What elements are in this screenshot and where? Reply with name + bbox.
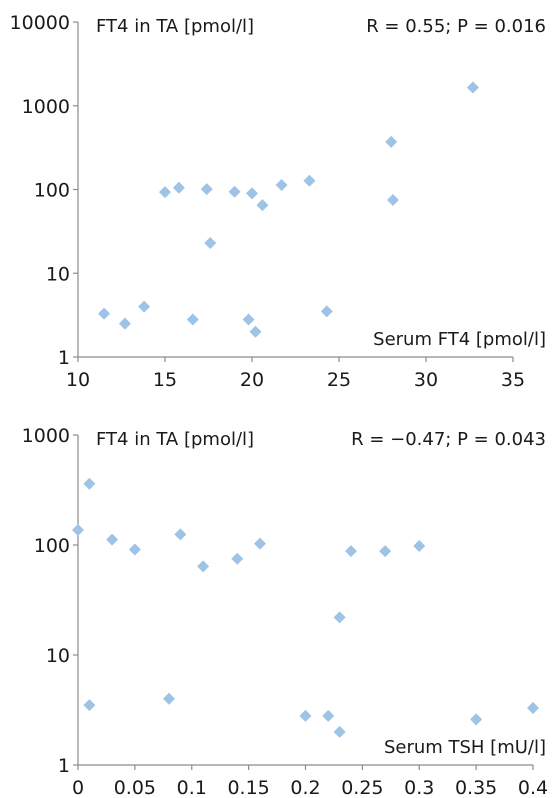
data-point-marker	[72, 523, 84, 536]
correlation-annotation: R = 0.55; P = 0.016	[366, 16, 546, 37]
y-tick-label: 1000	[22, 425, 70, 447]
x-tick-label: 0.2	[290, 777, 320, 798]
data-point-marker	[231, 552, 244, 565]
data-point-marker	[275, 179, 288, 192]
data-point-marker	[118, 317, 131, 330]
data-point-marker	[299, 709, 312, 722]
data-point-marker	[172, 181, 185, 194]
x-tick-label: 0.3	[404, 777, 434, 798]
x-tick-label: 0.25	[341, 777, 383, 798]
x-tick-label: 0.35	[455, 777, 497, 798]
x-tick-label: 0.4	[518, 777, 548, 798]
data-point-marker	[466, 81, 479, 94]
data-point-marker	[242, 313, 255, 326]
y-tick-label: 100	[34, 180, 70, 202]
data-point-marker	[470, 713, 483, 726]
x-tick-label: 0	[72, 777, 84, 798]
data-point-marker	[303, 174, 316, 187]
y-tick-label: 100	[34, 535, 70, 557]
data-point-marker	[138, 300, 151, 313]
y-axis-label: FT4 in TA [pmol/l]	[96, 16, 254, 37]
data-point-marker	[174, 528, 187, 541]
x-axis-label: Serum FT4 [pmol/l]	[373, 329, 546, 350]
data-point-marker	[322, 709, 335, 722]
data-point-marker	[386, 193, 399, 206]
x-tick-label: 15	[153, 369, 177, 391]
data-point-marker	[413, 539, 426, 552]
x-tick-label: 25	[327, 369, 351, 391]
data-point-marker	[333, 611, 346, 624]
x-tick-label: 35	[501, 369, 525, 391]
y-tick-label: 1	[58, 755, 70, 777]
data-point-marker	[197, 560, 210, 573]
data-point-marker	[200, 183, 213, 196]
data-point-marker	[106, 533, 119, 546]
data-point-marker	[385, 135, 398, 148]
x-tick-label: 0.15	[227, 777, 269, 798]
x-tick-label: 30	[414, 369, 438, 391]
data-point-marker	[527, 701, 539, 714]
data-point-marker	[159, 186, 171, 199]
y-tick-label: 10000	[10, 12, 70, 34]
y-tick-label: 1	[58, 347, 70, 369]
data-point-marker	[83, 477, 96, 490]
data-point-marker	[83, 699, 96, 712]
data-point-marker	[345, 545, 357, 558]
data-point-marker	[163, 692, 175, 705]
y-tick-label: 10	[46, 263, 70, 285]
x-tick-label: 20	[240, 369, 264, 391]
data-point-marker	[320, 305, 333, 318]
data-point-marker	[128, 543, 141, 556]
data-point-marker	[204, 236, 217, 249]
data-point-marker	[98, 307, 111, 320]
data-point-marker	[256, 199, 269, 212]
x-tick-label: 0.05	[114, 777, 156, 798]
x-axis-label: Serum TSH [mU/l]	[384, 737, 546, 758]
chart-serum-tsh: 1 10 100 1000 0 0.05 0.1 0.15 0.2 0.25 0.3 0.35 0.4 F…	[22, 425, 548, 798]
data-point-marker	[228, 185, 241, 198]
data-point-marker	[249, 325, 262, 338]
y-tick-label: 1000	[22, 96, 70, 118]
data-point-marker	[254, 537, 266, 550]
x-tick-label: 0.1	[177, 777, 207, 798]
y-tick-label: 10	[46, 645, 70, 667]
data-point-marker	[379, 545, 392, 558]
x-tick-label: 10	[66, 369, 90, 391]
data-point-marker	[246, 187, 258, 200]
data-point-marker	[333, 725, 346, 738]
correlation-annotation: R = −0.47; P = 0.043	[351, 429, 546, 450]
data-point-marker	[186, 313, 199, 326]
y-axis-label: FT4 in TA [pmol/l]	[96, 429, 254, 450]
